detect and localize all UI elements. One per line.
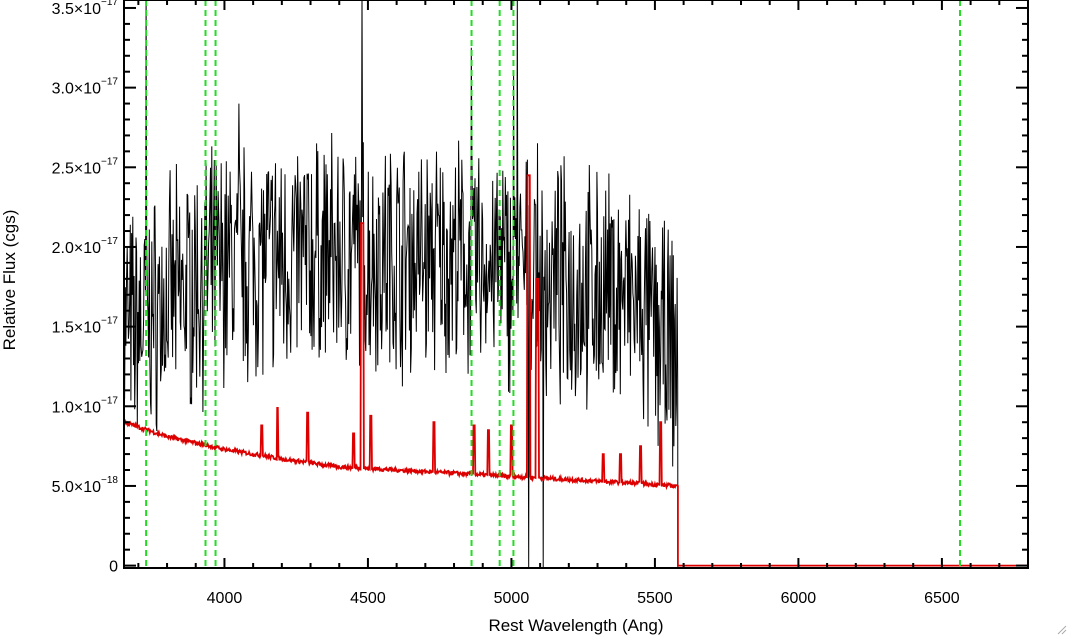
x-tick-label: 4000 xyxy=(207,590,243,607)
y-tick-label: 2.0×10−17 xyxy=(52,236,119,257)
y-tick-labels: 0 5.0×10−18 1.0×10−17 1.5×10−17 2.0×10−17 2.5… xyxy=(52,0,119,576)
y-tick-label: 1.0×10−17 xyxy=(52,395,119,416)
axis-ticks xyxy=(124,0,1029,568)
y-tick-label: 1.5×10−17 xyxy=(52,316,119,337)
y-tick-label: 2.5×10−17 xyxy=(52,156,119,177)
y-tick-label: 0 xyxy=(109,559,118,576)
x-tick-label: 5500 xyxy=(637,590,673,607)
y-axis-label: Relative Flux (cgs) xyxy=(0,210,19,351)
plot-frame xyxy=(123,0,1029,569)
resize-grip-icon[interactable] xyxy=(1055,623,1067,635)
y-tick-label: 3.0×10−17 xyxy=(52,77,119,98)
observed-spectrum-line xyxy=(124,0,679,568)
emission-line-markers xyxy=(145,0,961,568)
series-layer xyxy=(124,0,1028,568)
x-tick-label: 6000 xyxy=(781,590,817,607)
y-tick-label: 5.0×10−18 xyxy=(52,475,119,496)
x-tick-labels: 4000 4500 5000 5500 6000 6500 xyxy=(207,590,960,607)
x-axis-label: Rest Wavelength (Ang) xyxy=(488,616,663,635)
x-tick-label: 6500 xyxy=(924,590,960,607)
y-tick-label: 3.5×10−17 xyxy=(52,0,119,18)
x-tick-label: 5000 xyxy=(494,590,530,607)
x-tick-label: 4500 xyxy=(350,590,386,607)
model-spectrum-line xyxy=(124,174,1028,567)
